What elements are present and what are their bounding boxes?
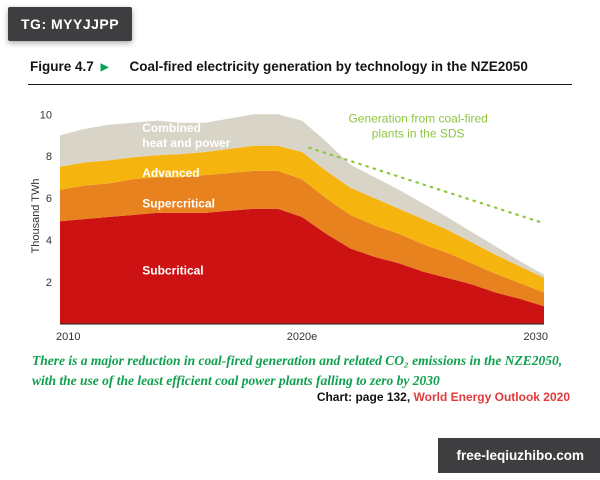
y-tick-label: 6 [46,193,52,205]
telegram-watermark-badge: TG: MYYJJPP [8,7,133,41]
credit-line: Chart: page 132, World Energy Outlook 20… [317,390,570,404]
chart-caption: There is a major reduction in coal-fired… [32,353,563,389]
chart-area: 2 4 6 8 10 2010 2020e 2030 Thousand TWh Generatio… [30,98,554,346]
credit-source: World Energy Outlook 2020 [413,390,570,404]
area-supercritical [60,170,544,307]
area-label: Subcritical [142,264,203,278]
site-watermark-badge: free-leqiuzhibo.com [438,438,600,473]
site-watermark-text: free-leqiuzhibo.com [456,448,584,463]
x-tick-label: 2020e [287,331,318,343]
figure-label: Figure 4.7 [30,59,94,74]
sds-line-label: plants in the SDS [372,127,465,141]
area-label: Advanced [142,166,199,180]
y-axis-title: Thousand TWh [30,178,42,253]
area-label: heat and power [142,136,230,150]
area-combined-heat-and-power [60,114,544,278]
y-tick-label: 8 [46,151,52,163]
figure-header: Figure 4.7 ▶ Coal-fired electricity gene… [30,59,572,74]
telegram-watermark-text: TG: MYYJJPP [21,16,120,32]
figure-arrow-icon: ▶ [100,62,109,73]
credit-prefix: Chart: page 132, [316,390,414,404]
x-tick-label: 2030 [524,331,548,343]
y-tick-label: 10 [40,109,52,121]
y-tick-label: 4 [46,235,52,247]
x-tick-label: 2010 [56,331,80,343]
area-label: Supercritical [142,197,215,211]
y-tick-label: 2 [46,277,52,289]
area-label: Combined [142,121,201,135]
chart-svg: 2 4 6 8 10 2010 2020e 2030 Thousand TWh Generatio… [30,109,548,343]
area-subcritical [60,208,544,324]
sds-line-label: Generation from coal-fired [348,112,487,126]
title-divider [28,84,572,85]
area-advanced [60,145,544,293]
figure-title: Coal-fired electricity generation by tec… [129,59,528,74]
